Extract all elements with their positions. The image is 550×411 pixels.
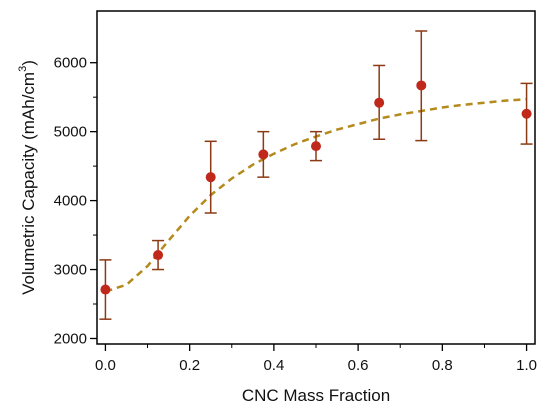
data-point: [153, 250, 164, 261]
data-point: [258, 149, 269, 160]
x-tick-label: 0.6: [348, 357, 369, 374]
y-axis-title-group: Volumetric Capacity (mAh/cm3): [17, 60, 38, 295]
fit-curve: [105, 97, 527, 293]
data-point: [374, 97, 385, 108]
y-tick-label: 5000: [54, 124, 87, 141]
x-tick-label: 1.0: [516, 357, 537, 374]
data-point: [100, 284, 111, 295]
y-tick-label: 6000: [54, 55, 87, 72]
y-tick-label: 3000: [54, 262, 87, 279]
y-axis-title-superscript: 3: [17, 66, 29, 72]
data-points: [99, 30, 533, 320]
x-tick-label: 0.8: [432, 357, 453, 374]
y-tick-label: 2000: [54, 330, 87, 347]
y-axis-title: Volumetric Capacity (mAh/cm3): [17, 60, 38, 295]
y-axis-title-main: Volumetric Capacity (mAh/cm: [19, 72, 38, 295]
data-point: [311, 141, 321, 152]
data-point: [205, 172, 216, 183]
x-axis-title: CNC Mass Fraction: [242, 386, 390, 405]
x-tick-label: 0.0: [95, 357, 116, 374]
data-point: [416, 80, 427, 91]
plot-frame: [96, 10, 536, 345]
data-point: [521, 108, 532, 119]
x-tick-label: 0.2: [179, 357, 200, 374]
x-tick-label: 0.4: [263, 357, 284, 374]
y-axis-title-close: ): [19, 60, 38, 66]
y-tick-label: 4000: [54, 193, 87, 210]
axis-ticks: 0.0 0.2 0.4 0.6 0.8 1.0 2000 3000 4000 5000 6000: [54, 55, 537, 374]
